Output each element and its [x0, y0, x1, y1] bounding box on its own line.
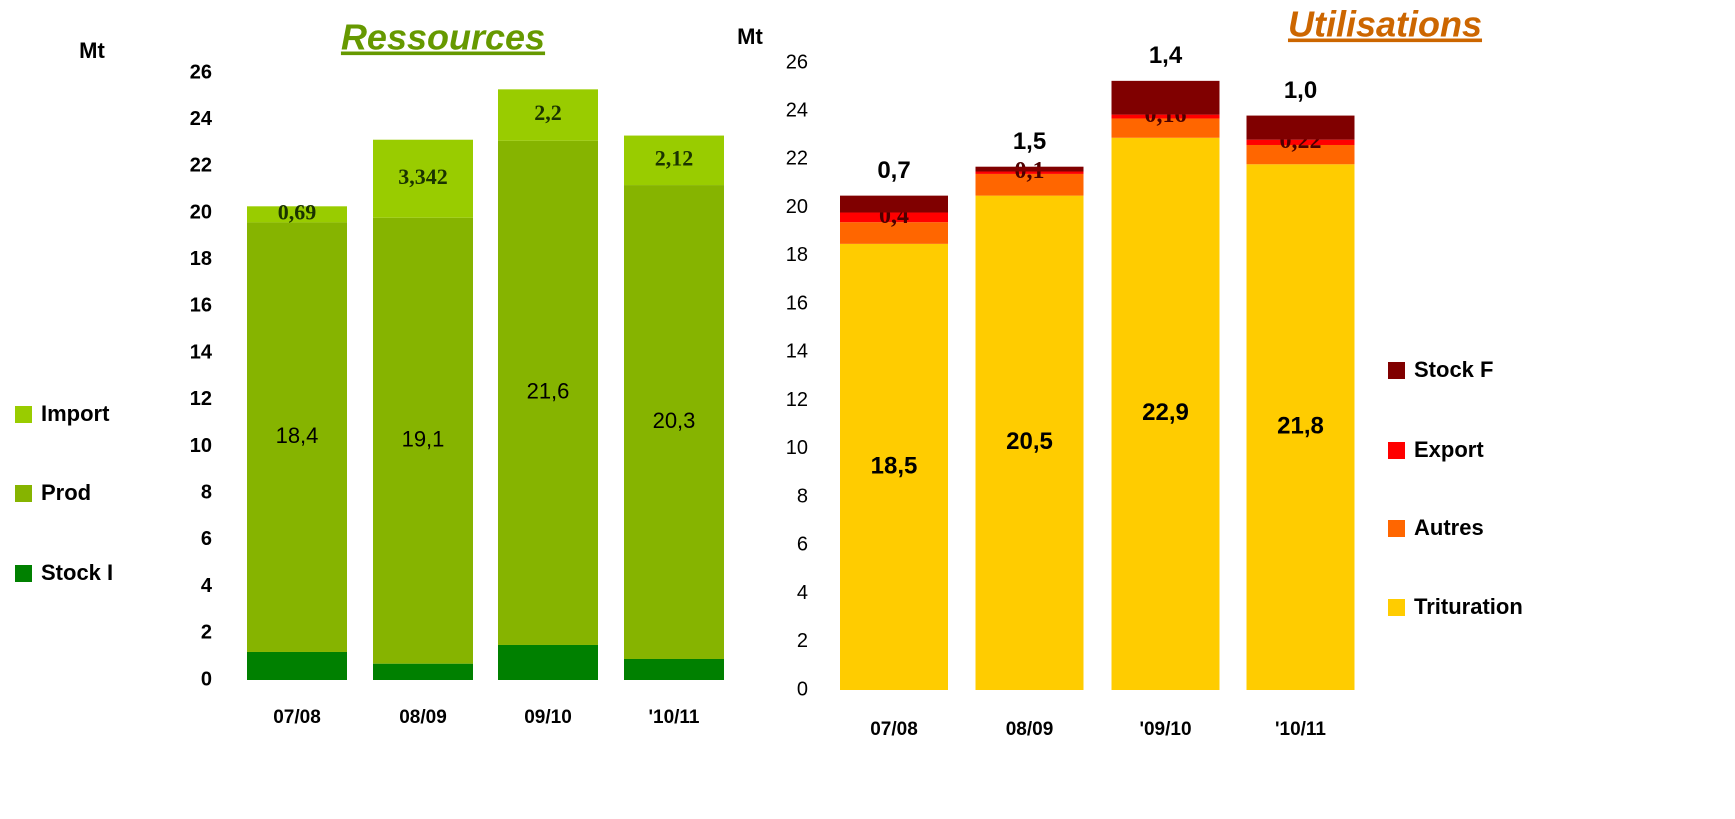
- total-label: 0,7: [877, 157, 910, 184]
- bar-segment: [840, 212, 948, 223]
- legend-swatch: [1388, 362, 1405, 379]
- value-label: 3,342: [398, 164, 448, 189]
- bar-segment: [1246, 164, 1355, 691]
- value-label: 2,2: [534, 100, 562, 125]
- y-tick-label: 6: [201, 528, 212, 550]
- x-tick-label: '10/11: [648, 707, 699, 728]
- legend-label: Stock I: [41, 560, 113, 585]
- y-tick-label: 20: [786, 196, 808, 218]
- y-axis-label: Mt: [737, 24, 763, 49]
- y-tick-label: 8: [201, 482, 212, 504]
- y-tick-label: 12: [786, 389, 808, 411]
- legend-swatch: [15, 406, 32, 423]
- bar-segment: [1246, 115, 1355, 140]
- total-label: 1,0: [1284, 77, 1317, 104]
- legend-label: Import: [41, 401, 110, 426]
- total-label: 1,5: [1013, 128, 1046, 155]
- y-tick-label: 8: [797, 485, 808, 507]
- bar-segment: [498, 89, 598, 141]
- value-label: 22,9: [1142, 399, 1189, 426]
- x-tick-label: '09/10: [1139, 719, 1191, 740]
- y-tick-label: 22: [190, 155, 212, 177]
- y-tick-label: 26: [190, 61, 212, 83]
- value-label: 2,12: [655, 145, 694, 170]
- legend-swatch: [15, 565, 32, 582]
- y-tick-label: 16: [786, 292, 808, 314]
- bar-segment: [840, 195, 948, 213]
- y-tick-label: 6: [797, 534, 808, 556]
- value-label: 18,5: [871, 452, 918, 479]
- legend-swatch: [1388, 520, 1405, 537]
- legend-label: Autres: [1414, 515, 1484, 540]
- value-label: 19,1: [402, 427, 445, 452]
- bar-segment: [247, 206, 347, 223]
- legend-label: Stock F: [1414, 357, 1493, 382]
- x-tick-label: 07/08: [870, 719, 918, 740]
- bar-segment: [624, 658, 724, 680]
- legend-label: Prod: [41, 480, 91, 505]
- y-tick-label: 16: [190, 295, 212, 317]
- y-tick-label: 12: [190, 388, 212, 410]
- total-label: 1,4: [1149, 42, 1183, 69]
- bar-segment: [840, 243, 948, 690]
- legend-label: Export: [1414, 437, 1484, 462]
- bar-segment: [373, 217, 473, 664]
- bar-segment: [975, 171, 1084, 174]
- y-tick-label: 18: [190, 248, 212, 270]
- y-tick-label: 20: [190, 201, 212, 223]
- y-axis-label: Mt: [79, 38, 105, 63]
- x-tick-label: 08/09: [1006, 719, 1054, 740]
- x-tick-label: 08/09: [399, 707, 447, 728]
- y-tick-label: 0: [201, 668, 212, 690]
- x-tick-label: 09/10: [524, 707, 572, 728]
- legend-swatch: [1388, 599, 1405, 616]
- legend-swatch: [15, 485, 32, 502]
- bar-segment: [624, 185, 724, 659]
- bar-segment: [1246, 144, 1355, 165]
- bar-segment: [840, 222, 948, 244]
- y-tick-label: 4: [201, 575, 213, 597]
- y-tick-label: 26: [786, 51, 808, 73]
- bar-segment: [498, 140, 598, 645]
- value-label: 20,5: [1006, 428, 1053, 455]
- bar-segment: [975, 173, 1084, 196]
- bar-segment: [247, 222, 347, 652]
- chart-title: Utilisations: [1288, 4, 1482, 45]
- y-tick-label: 24: [190, 108, 213, 130]
- bar-segment: [1111, 118, 1220, 138]
- y-tick-label: 2: [797, 630, 808, 652]
- y-tick-label: 0: [797, 678, 808, 700]
- x-tick-label: 07/08: [273, 707, 321, 728]
- bar-segment: [975, 166, 1084, 172]
- bar-segment: [624, 135, 724, 186]
- y-tick-label: 14: [786, 341, 808, 363]
- x-tick-label: '10/11: [1275, 719, 1326, 740]
- bar-segment: [1111, 80, 1220, 115]
- bar-segment: [498, 644, 598, 680]
- y-tick-label: 2: [201, 622, 212, 644]
- bar-segment: [1246, 139, 1355, 145]
- bar-segment: [975, 195, 1084, 690]
- value-label: 21,8: [1277, 412, 1324, 439]
- chart-title: Ressources: [341, 17, 545, 58]
- y-tick-label: 10: [190, 435, 212, 457]
- bar-segment: [1111, 114, 1220, 119]
- value-label: 20,3: [653, 408, 696, 433]
- bar-segment: [1111, 137, 1220, 690]
- y-tick-label: 14: [190, 341, 213, 363]
- value-label: 18,4: [276, 423, 319, 448]
- bar-segment: [373, 139, 473, 218]
- legend-swatch: [1388, 442, 1405, 459]
- y-tick-label: 10: [786, 437, 808, 459]
- y-tick-label: 18: [786, 244, 808, 266]
- value-label: 21,6: [527, 379, 570, 404]
- y-tick-label: 24: [786, 100, 808, 122]
- legend-label: Trituration: [1414, 594, 1523, 619]
- y-tick-label: 4: [797, 582, 808, 604]
- bar-segment: [373, 663, 473, 680]
- y-tick-label: 22: [786, 148, 808, 170]
- bar-segment: [247, 651, 347, 680]
- value-label: 0,69: [278, 199, 317, 224]
